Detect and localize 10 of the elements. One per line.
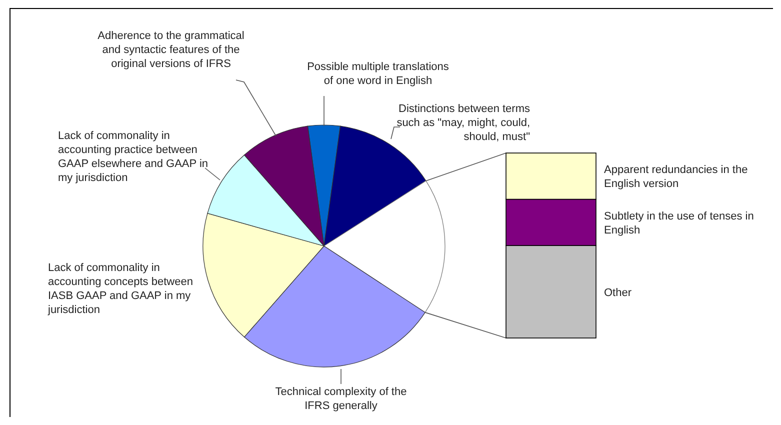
pie-slice xyxy=(324,180,446,313)
slice-label: Lack of commonality in accounting concepts between IASB GAAP and GAAP in my jurisdiction xyxy=(47,262,193,316)
series-label: Subtlety in the use of tenses in English xyxy=(604,210,754,236)
slice-label: Possible multiple translations of one word in English xyxy=(307,61,450,87)
slice-label: Lack of commonality in accounting practice between GAAP elsewhere and GAAP in my jurisdiction xyxy=(58,130,208,184)
slice-label: Distinctions between terms such as "may, might, could, should, must" xyxy=(396,103,530,143)
series-label: Other xyxy=(604,286,632,299)
slice-label: Technical complexity of the IFRS generally xyxy=(275,386,407,412)
slice-label: Adherence to the grammatical and syntactic features of the original versions of IFRS xyxy=(98,30,244,70)
series-label: Apparent redundancies in the English version xyxy=(604,164,748,190)
